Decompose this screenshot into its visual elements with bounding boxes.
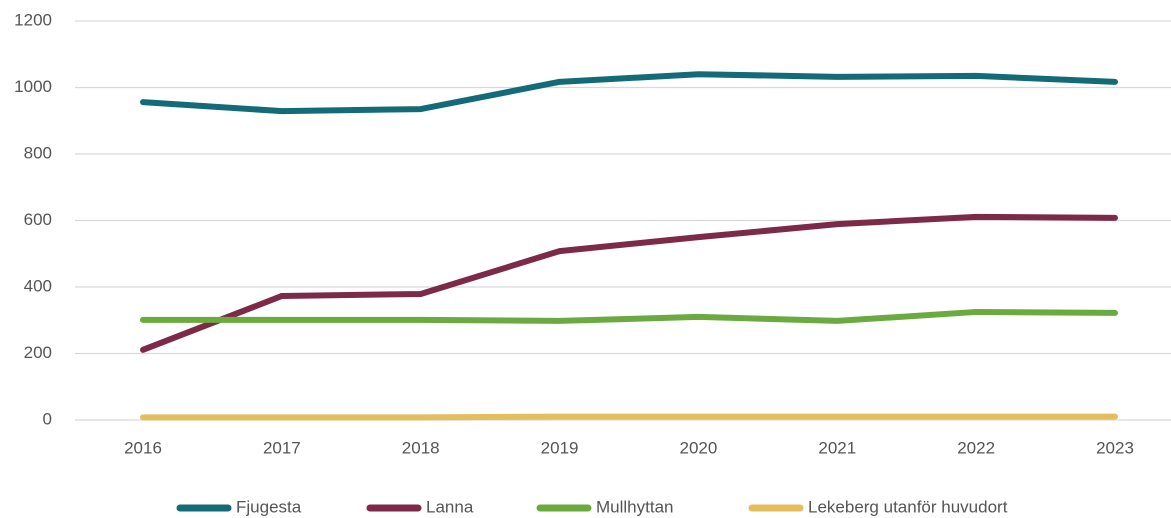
x-tick-label: 2016 <box>124 438 162 457</box>
legend-label: Lekeberg utanför huvudort <box>808 497 1008 516</box>
y-tick-label: 800 <box>24 143 52 162</box>
legend-label: Lanna <box>426 497 474 516</box>
x-tick-label: 2020 <box>680 438 718 457</box>
x-tick-label: 2019 <box>541 438 579 457</box>
y-tick-label: 200 <box>24 343 52 362</box>
legend-label: Mullhyttan <box>596 497 673 516</box>
y-tick-label: 0 <box>43 409 52 428</box>
series-line <box>140 213 1118 353</box>
y-tick-label: 1000 <box>14 77 52 96</box>
series-line <box>140 71 1118 115</box>
x-tick-label: 2017 <box>263 438 301 457</box>
x-tick-label: 2018 <box>402 438 440 457</box>
x-tick-label: 2022 <box>957 438 995 457</box>
x-tick-label: 2021 <box>818 438 856 457</box>
y-tick-label: 1200 <box>14 10 52 29</box>
legend-label: Fjugesta <box>236 497 302 516</box>
series-line <box>140 308 1118 324</box>
y-tick-label: 400 <box>24 276 52 295</box>
y-tick-label: 600 <box>24 210 52 229</box>
series-line <box>140 413 1118 421</box>
x-tick-label: 2023 <box>1096 438 1134 457</box>
